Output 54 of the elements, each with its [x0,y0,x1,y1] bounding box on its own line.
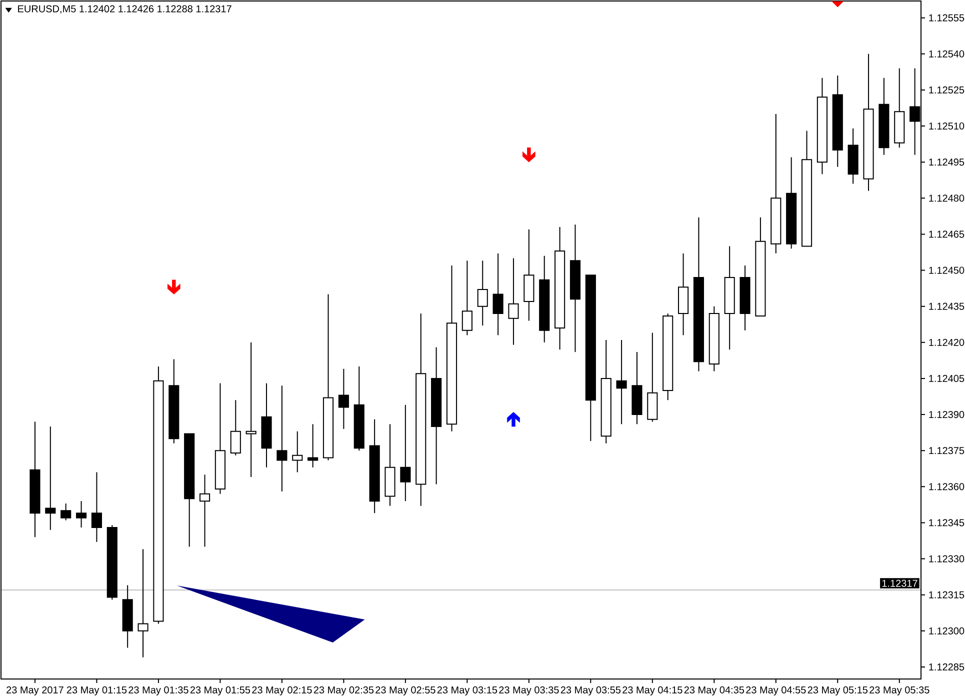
y-tick-label: 1.12525 [929,86,964,94]
x-tick-label: 23 May 01:55 [190,686,250,696]
candlestick [199,474,210,548]
candlestick [308,424,318,468]
x-tick-label: 23 May 05:15 [808,686,868,696]
y-tick-label: 1.12315 [929,591,964,598]
x-tick-label: 23 May 02:55 [376,686,436,696]
candlestick [400,404,411,502]
y-tick-label: 1.12300 [929,627,964,634]
y-tick-label: 1.12420 [929,338,964,346]
y-tick-label: 1.12540 [929,50,964,58]
y-tick-label: 1.12405 [929,374,964,382]
candlestick [338,368,349,430]
candlestick [76,500,87,528]
y-tick-label: 1.12345 [929,519,964,526]
candlestick [246,342,256,478]
y-tick-label: 1.12390 [929,410,964,418]
candlestick [230,400,241,456]
x-tick-label: 23 May 03:55 [560,686,621,696]
y-tick-label: 1.12465 [929,230,964,238]
y-tick-label: 1.12450 [929,266,964,274]
candlestick [91,472,102,542]
y-tick-label: 1.12510 [929,122,964,130]
x-tick-label: 23 May 2017 [6,686,64,696]
candlestick [492,252,504,336]
y-tick-label: 1.12285 [929,663,964,671]
x-tick-label: 23 May 05:35 [870,686,930,696]
y-tick-label: 1.12435 [929,302,964,310]
chart-title: EURUSD,M5 1.12402 1.12426 1.12288 1.12317 [18,5,232,14]
x-tick-label: 23 May 02:35 [314,686,374,696]
x-tick-label: 23 May 04:55 [746,686,806,696]
x-tick-label: 23 May 04:15 [622,686,682,696]
x-tick-label: 23 May 01:15 [66,686,127,696]
candlestick [138,548,148,658]
y-tick-label: 1.12360 [929,483,964,490]
candlestick [508,258,519,346]
candlestick [276,385,288,492]
y-tick-label: 1.12480 [929,194,964,202]
x-tick-label: 23 May 03:15 [437,686,498,696]
y-tick-label: 1.12555 [929,14,964,22]
candlestick [60,502,72,521]
candlestick [477,260,488,326]
candlestick [462,260,472,336]
x-tick-label: 23 May 04:35 [684,686,744,696]
y-tick-label: 1.12495 [929,158,964,166]
x-tick-label: 23 May 01:35 [128,686,188,696]
candlestick [616,339,627,425]
y-tick-label: 1.12330 [929,555,964,562]
ref-line-label: 1.12317 [882,580,918,587]
y-tick-label: 1.12375 [929,447,964,454]
candlestick [292,430,303,473]
x-tick-label: 23 May 02:15 [252,686,312,696]
x-tick-label: 23 May 03:35 [499,686,559,696]
candlestick [45,426,56,530]
